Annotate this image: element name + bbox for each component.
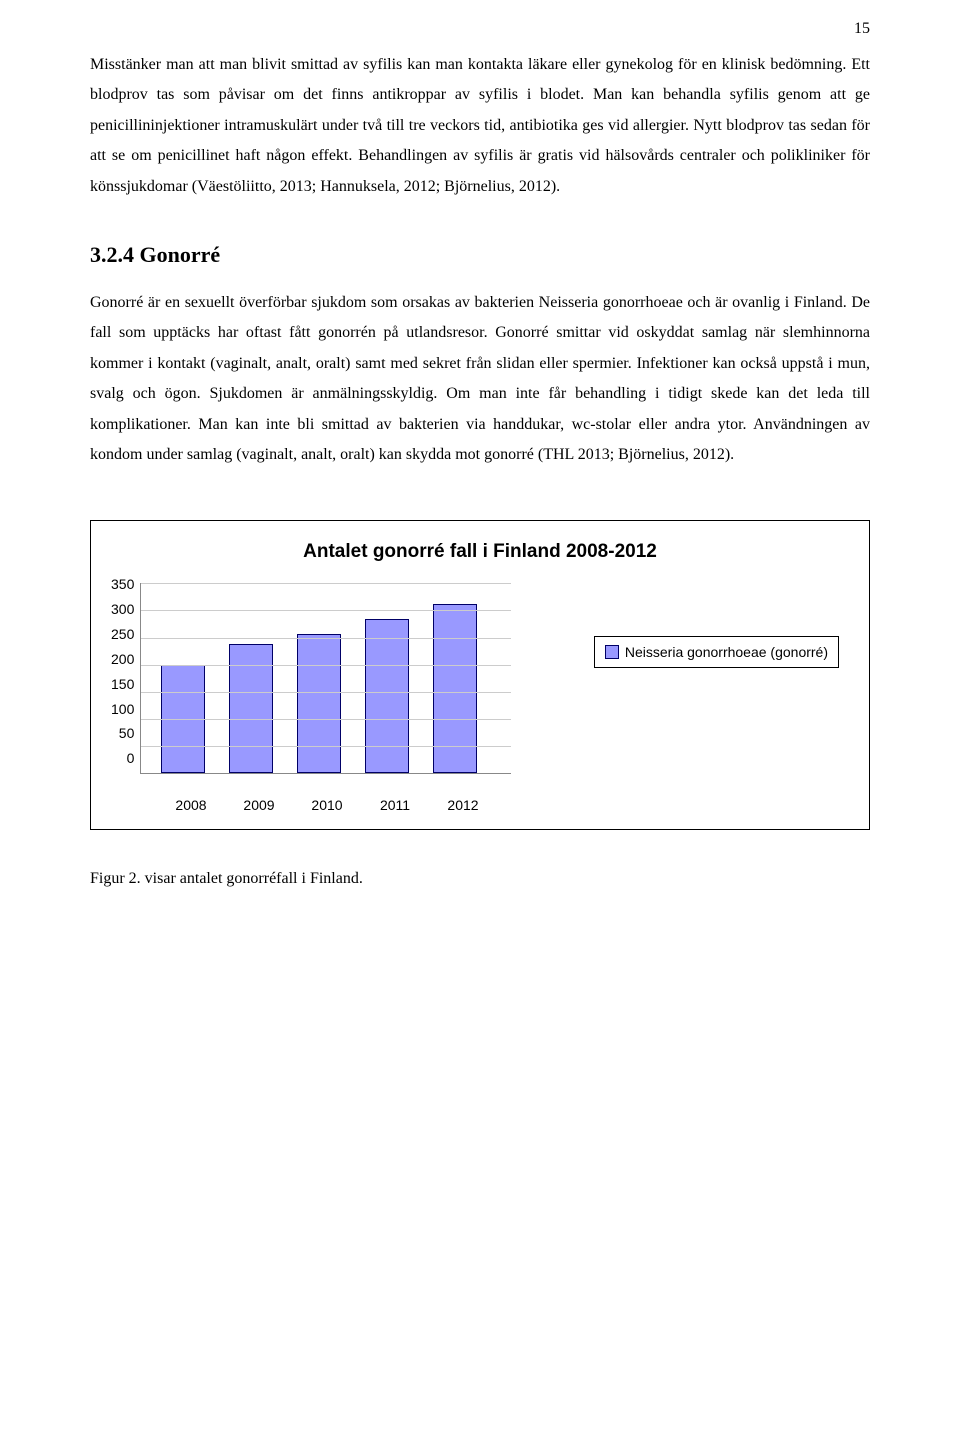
y-tick-label: 50	[119, 725, 135, 741]
y-tick-label: 250	[111, 626, 134, 642]
figure-caption: Figur 2. visar antalet gonorréfall i Fin…	[90, 870, 870, 888]
gridline	[141, 665, 511, 666]
gridline	[141, 638, 511, 639]
gridline	[141, 610, 511, 611]
legend-swatch-icon	[605, 645, 619, 659]
chart-bar	[433, 604, 477, 773]
x-tick-label: 2011	[373, 797, 417, 813]
gridline	[141, 746, 511, 747]
paragraph-gonorre: Gonorré är en sexuellt överförbar sjukdo…	[90, 288, 870, 470]
gridline	[141, 692, 511, 693]
chart-plot-area	[140, 583, 511, 774]
legend-label: Neisseria gonorrhoeae (gonorré)	[625, 643, 828, 661]
chart-y-axis: 350 300 250 200 150 100 50 0	[111, 576, 140, 766]
chart-legend: Neisseria gonorrhoeae (gonorré)	[594, 636, 839, 668]
y-tick-label: 100	[111, 701, 134, 717]
y-tick-label: 350	[111, 576, 134, 592]
chart-container: Antalet gonorré fall i Finland 2008-2012…	[90, 520, 870, 830]
page-number: 15	[854, 20, 870, 38]
y-tick-label: 300	[111, 601, 134, 617]
chart-bar	[365, 619, 409, 774]
x-tick-label: 2012	[441, 797, 485, 813]
y-tick-label: 0	[127, 750, 135, 766]
y-tick-label: 150	[111, 676, 134, 692]
x-tick-label: 2009	[237, 797, 281, 813]
gridline	[141, 583, 511, 584]
paragraph-syfilis: Misstänker man att man blivit smittad av…	[90, 50, 870, 202]
y-tick-label: 200	[111, 651, 134, 667]
x-tick-label: 2010	[305, 797, 349, 813]
gridline	[141, 719, 511, 720]
chart-bar	[297, 634, 341, 774]
chart-x-axis: 2008 2009 2010 2011 2012	[149, 797, 519, 813]
chart-bar	[229, 644, 273, 773]
section-heading-gonorre: 3.2.4 Gonorré	[90, 242, 870, 268]
x-tick-label: 2008	[169, 797, 213, 813]
chart-title: Antalet gonorré fall i Finland 2008-2012	[111, 541, 849, 563]
